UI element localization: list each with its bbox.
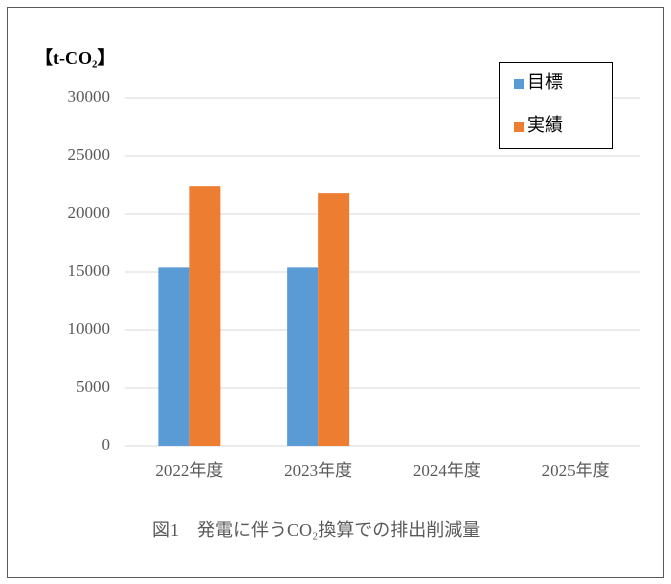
x-tick-label: 2023年度 xyxy=(284,461,352,480)
bar xyxy=(158,267,190,446)
legend-swatch xyxy=(514,79,524,89)
y-tick-label: 10000 xyxy=(68,319,111,338)
bar xyxy=(287,267,319,446)
y-tick-label: 25000 xyxy=(68,145,111,164)
y-tick-label: 20000 xyxy=(68,203,111,222)
x-tick-label: 2022年度 xyxy=(155,461,223,480)
bar xyxy=(189,186,221,446)
y-tick-label: 30000 xyxy=(68,87,111,106)
y-tick-label: 5000 xyxy=(76,377,110,396)
x-tick-label: 2024年度 xyxy=(413,461,481,480)
legend-swatch xyxy=(514,122,524,132)
y-tick-label: 15000 xyxy=(68,261,111,280)
legend-box xyxy=(499,62,613,149)
y-tick-label: 0 xyxy=(102,435,111,454)
y-axis-label: 【t-CO₂】 xyxy=(35,48,115,68)
legend-label: 実績 xyxy=(527,115,563,135)
caption: 図1 発電に伴うCO₂換算での排出削減量 xyxy=(152,520,480,540)
x-tick-label: 2025年度 xyxy=(542,461,610,480)
legend-label: 目標 xyxy=(527,72,563,92)
bar xyxy=(318,193,350,446)
